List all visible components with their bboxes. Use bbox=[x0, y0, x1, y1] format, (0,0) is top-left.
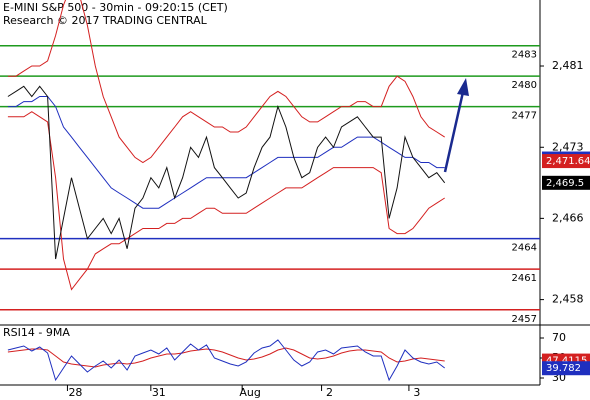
price-badge-label: 2,471.64 bbox=[546, 156, 590, 167]
price-badge bbox=[542, 175, 590, 190]
price-badge bbox=[542, 361, 590, 376]
chart-title: E-MINI S&P 500 - 30min - 09:20:15 (CET) bbox=[3, 1, 228, 14]
level-label: 2483 bbox=[512, 50, 537, 61]
series-line bbox=[7, 96, 445, 209]
y-tick-label: 2,473 bbox=[552, 140, 584, 153]
series-line bbox=[7, 339, 446, 382]
x-tick-label: 31 bbox=[152, 386, 166, 399]
level-label: 2461 bbox=[512, 273, 537, 284]
series-line bbox=[7, 111, 445, 291]
x-tick-label: 28 bbox=[68, 386, 82, 399]
y-tick-label: 2,481 bbox=[552, 59, 584, 72]
price-badge-label: 47.4115 bbox=[546, 356, 587, 367]
forecast-arrow bbox=[443, 78, 469, 173]
chart-subtitle: Research © 2017 TRADING CENTRAL bbox=[3, 14, 208, 27]
level-label: 2457 bbox=[512, 314, 537, 325]
arrow-head bbox=[457, 78, 469, 96]
x-tick-label: Aug bbox=[239, 386, 260, 399]
x-tick-label: 3 bbox=[413, 386, 420, 399]
level-label: 2464 bbox=[512, 243, 537, 254]
arrow-shaft bbox=[443, 91, 465, 173]
series-line bbox=[7, 85, 446, 260]
level-label: 2480 bbox=[512, 80, 537, 91]
y-tick-label: 70 bbox=[552, 331, 566, 344]
x-tick-label: 2 bbox=[326, 386, 333, 399]
y-tick-label: 2,458 bbox=[552, 293, 584, 306]
price-badge bbox=[542, 154, 590, 169]
rsi-title: RSI14 - 9MA bbox=[3, 326, 70, 339]
series-line bbox=[7, 0, 445, 164]
y-tick-label: 2,466 bbox=[552, 211, 584, 224]
level-label: 2477 bbox=[512, 111, 537, 122]
price-badge-label: 2,469.5 bbox=[546, 178, 584, 189]
price-badge-label: 39.782 bbox=[546, 363, 581, 374]
